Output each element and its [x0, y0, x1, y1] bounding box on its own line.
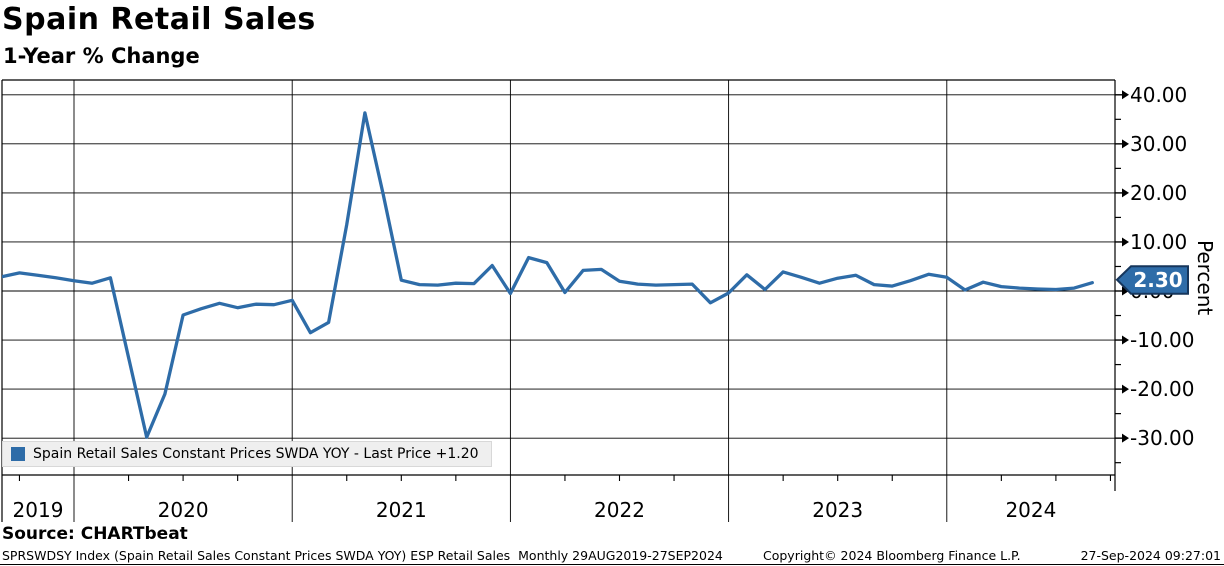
svg-text:-30.00: -30.00 — [1130, 426, 1194, 450]
svg-text:-10.00: -10.00 — [1130, 328, 1194, 352]
svg-text:2023: 2023 — [812, 498, 863, 522]
axis-ticks — [18, 90, 1129, 481]
source-label: Source: CHARTbeat — [2, 524, 188, 544]
series-line — [2, 111, 1094, 439]
svg-text:2.30: 2.30 — [1133, 268, 1182, 292]
svg-text:2021: 2021 — [376, 498, 427, 522]
svg-text:2022: 2022 — [594, 498, 645, 522]
x-axis-labels: 2019 2020 2021 2022 2023 2024 — [13, 498, 1057, 522]
footer-copyright: Copyright© 2024 Bloomberg Finance L.P. — [763, 548, 1021, 563]
svg-text:40.00: 40.00 — [1130, 83, 1187, 107]
svg-text:20.00: 20.00 — [1130, 181, 1187, 205]
legend-swatch-icon — [11, 447, 25, 461]
legend: Spain Retail Sales Constant Prices SWDA … — [2, 441, 492, 467]
y-axis-title: Percent — [1193, 240, 1217, 316]
svg-text:2024: 2024 — [1005, 498, 1056, 522]
svg-text:30.00: 30.00 — [1130, 132, 1187, 156]
svg-text:2020: 2020 — [158, 498, 209, 522]
footer-timestamp: 27-Sep-2024 09:27:01 — [1080, 548, 1221, 563]
svg-text:2019: 2019 — [13, 498, 64, 522]
svg-text:10.00: 10.00 — [1130, 230, 1187, 254]
footer-ticker-info: SPRSWDSY Index (Spain Retail Sales Const… — [2, 548, 723, 563]
svg-text:-20.00: -20.00 — [1130, 377, 1194, 401]
bottom-divider — [0, 564, 1224, 565]
page-subtitle: 1-Year % Change — [3, 44, 200, 68]
legend-label: Spain Retail Sales Constant Prices SWDA … — [33, 446, 479, 462]
page-title: Spain Retail Sales — [2, 2, 316, 37]
last-price-tag: 2.30 — [1115, 265, 1189, 295]
